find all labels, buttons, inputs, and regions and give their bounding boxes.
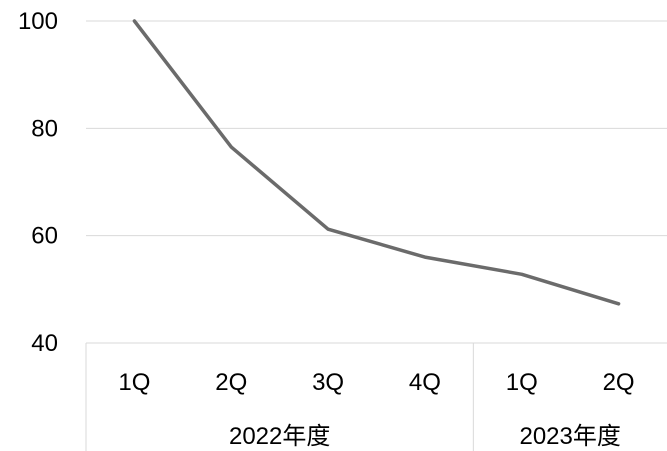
y-axis-tick-labels: 40 60 80 100	[18, 8, 58, 357]
x-group-label: 2022年度	[229, 423, 330, 450]
category-axis	[85, 342, 667, 451]
y-tick-label: 40	[31, 330, 58, 357]
x-category-label: 2Q	[603, 369, 635, 396]
gridlines	[86, 20, 667, 237]
x-category-label: 2Q	[215, 369, 247, 396]
series-line	[132, 19, 621, 306]
x-group-label: 2023年度	[519, 423, 620, 450]
y-tick-label: 60	[31, 223, 58, 250]
y-tick-label: 100	[18, 8, 58, 35]
series-lines	[132, 19, 621, 306]
x-category-label: 1Q	[506, 369, 538, 396]
x-category-label: 4Q	[409, 369, 441, 396]
x-axis-category-labels: 1Q 2Q 3Q 4Q 1Q 2Q	[118, 369, 634, 396]
x-axis-group-labels: 2022年度 2023年度	[229, 423, 621, 450]
x-category-label: 1Q	[118, 369, 150, 396]
y-tick-label: 80	[31, 115, 58, 142]
x-category-label: 3Q	[312, 369, 344, 396]
